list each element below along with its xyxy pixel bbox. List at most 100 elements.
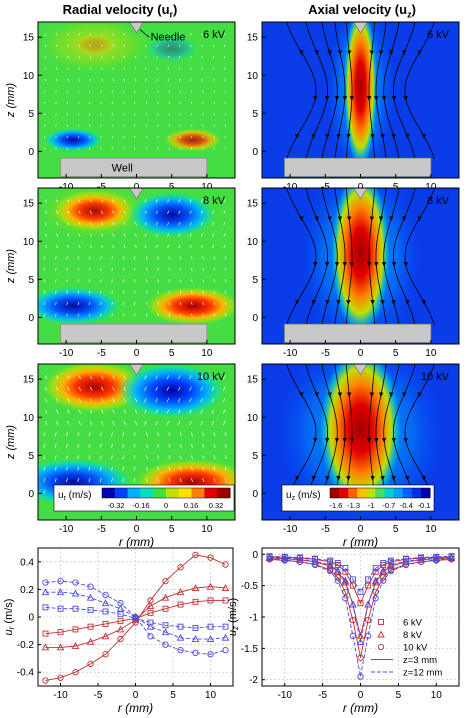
colorbar-swatch (153, 488, 167, 498)
colorbar-swatch (191, 488, 205, 498)
marker-circle (222, 561, 229, 568)
marker-triangle (387, 560, 395, 568)
velocity-arrow (189, 233, 192, 237)
velocity-arrow (123, 420, 127, 426)
x-tick-label: 5 (170, 690, 176, 701)
voltage-label: 10 kV (197, 371, 226, 383)
velocity-arrow (134, 90, 136, 93)
velocity-arrow (177, 420, 181, 426)
velocity-arrow (168, 466, 171, 471)
velocity-arrow (223, 56, 226, 59)
velocity-arrow (99, 432, 102, 437)
marker-circle (42, 579, 49, 586)
marker-circle (448, 555, 455, 562)
marker-square (387, 557, 394, 564)
needle-shape (129, 22, 144, 34)
streamline-arrow (389, 50, 394, 55)
streamline-arrow (311, 134, 316, 139)
streamline-arrow (417, 50, 422, 55)
marker-circle (87, 660, 94, 668)
velocity-arrow (67, 398, 70, 403)
velocity-arrow (179, 290, 182, 294)
velocity-arrow (44, 90, 46, 93)
velocity-arrow (145, 432, 148, 437)
velocity-arrow (111, 290, 113, 294)
marker-triangle (101, 632, 110, 640)
y-tick-label: 0 (252, 489, 258, 500)
velocity-arrow (88, 256, 91, 260)
velocity-arrow (144, 222, 147, 226)
velocity-arrow (145, 466, 148, 471)
velocity-arrow (67, 222, 70, 226)
velocity-arrow (55, 101, 57, 104)
velocity-arrow (167, 199, 170, 203)
velocity-arrow (55, 67, 58, 70)
marker-square (117, 611, 124, 618)
velocity-arrow (177, 398, 181, 403)
streamline-arrow (327, 50, 332, 55)
velocity-arrow (100, 90, 102, 93)
velocity-arrow (190, 44, 192, 47)
velocity-arrow (66, 124, 68, 127)
streamline-arrow (421, 476, 427, 481)
well-shape (284, 323, 432, 343)
velocity-arrow (202, 478, 205, 483)
x-tick-label: -10 (283, 348, 298, 359)
marker-circle (266, 555, 273, 562)
streamline-arrow (391, 96, 397, 101)
velocity-arrow (168, 290, 171, 294)
velocity-arrow (202, 90, 204, 93)
marker-triangle (161, 593, 170, 601)
marker-triangle (356, 638, 365, 646)
legend-label: 6 kV (403, 618, 423, 629)
velocity-arrow (212, 199, 215, 203)
streamline-arrow (380, 134, 385, 139)
streamline-arrow (381, 96, 387, 101)
velocity-arrow (100, 313, 102, 317)
velocity-arrow (177, 409, 181, 414)
x-tick-label: -10 (59, 348, 74, 359)
velocity-arrow (134, 67, 137, 70)
velocity-arrow (157, 90, 159, 93)
velocity-arrow (145, 313, 148, 317)
axial-core-jet (331, 188, 390, 334)
velocity-arrow (145, 44, 147, 47)
velocity-arrow (178, 67, 181, 70)
radial-column-title: Radial velocity (ur) (62, 2, 178, 20)
marker-triangle (86, 593, 95, 601)
velocity-arrow (67, 33, 69, 36)
velocity-arrow (44, 101, 46, 104)
velocity-arrow (78, 199, 81, 203)
colorbar-tick-label: -1.6 (330, 501, 343, 510)
x-tick-label: 5 (393, 348, 399, 359)
velocity-arrow (190, 455, 193, 460)
marker-circle (387, 568, 394, 575)
velocity-arrow (223, 78, 226, 82)
velocity-arrow (66, 101, 68, 104)
marker-circle (57, 674, 64, 681)
velocity-arrow (55, 90, 57, 93)
velocity-arrow (168, 478, 171, 483)
velocity-arrow (89, 398, 93, 403)
velocity-arrow (55, 233, 59, 237)
velocity-arrow (44, 199, 47, 203)
velocity-arrow (200, 375, 203, 380)
velocity-arrow (190, 432, 193, 437)
marker-square (42, 630, 49, 637)
velocity-arrow (77, 113, 80, 116)
streamline-arrow (378, 392, 384, 397)
velocity-arrow (66, 455, 68, 460)
velocity-arrow (156, 44, 158, 47)
velocity-arrow (157, 136, 159, 139)
velocity-arrow (44, 44, 47, 47)
streamline-arrow (294, 300, 300, 305)
marker-circle (162, 577, 169, 585)
velocity-arrow (122, 302, 125, 306)
velocity-arrow (133, 302, 136, 306)
line-chart-2: -10 -5 0 5 10 -2 -1.5 -1 -0.5 0 uz (m/s) r (mm) 6 kV… (227, 547, 460, 715)
marker-square (357, 588, 364, 595)
marker-square (334, 560, 341, 567)
velocity-arrow (122, 478, 125, 483)
velocity-arrow (122, 256, 125, 260)
velocity-arrow (178, 33, 181, 36)
